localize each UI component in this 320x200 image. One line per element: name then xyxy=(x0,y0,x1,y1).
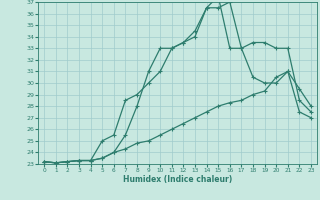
X-axis label: Humidex (Indice chaleur): Humidex (Indice chaleur) xyxy=(123,175,232,184)
